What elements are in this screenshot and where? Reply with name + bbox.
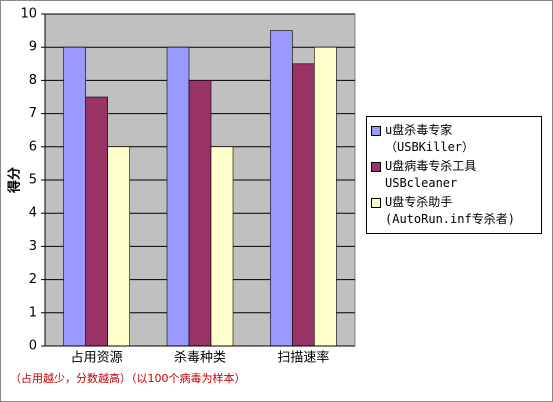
y-tick-label: 7	[29, 106, 37, 121]
legend-swatch	[371, 198, 381, 208]
y-tick-label: 0	[29, 339, 37, 354]
bar	[292, 63, 315, 347]
y-axis-label: 得分	[7, 167, 23, 194]
y-tick-label: 8	[29, 73, 37, 88]
legend-label: U盘专杀助手 (AutoRun.inf专杀者)	[385, 195, 515, 226]
legend-item: U盘病毒专杀工具 USBcleaner	[371, 158, 537, 192]
bar	[210, 146, 234, 347]
legend: u盘杀毒专家 （USBKiller） U盘病毒专杀工具 USBcleaner U盘专…	[366, 116, 542, 234]
y-tick-label: 3	[29, 239, 37, 254]
y-tick-label: 10	[20, 7, 37, 22]
legend-label: U盘病毒专杀工具 USBcleaner	[385, 159, 477, 190]
y-tick-label: 6	[29, 139, 37, 154]
legend-label: u盘杀毒专家 （USBKiller）	[385, 123, 475, 154]
x-tick-label: 杀毒种类	[174, 351, 226, 366]
bar	[270, 30, 293, 347]
bar	[188, 80, 212, 347]
legend-swatch	[371, 162, 381, 172]
bar	[63, 46, 86, 347]
y-tick-label: 5	[29, 173, 37, 188]
y-tick-label: 4	[29, 206, 37, 221]
y-tick-label: 1	[29, 305, 37, 320]
x-tick-label: 占用资源	[71, 351, 123, 366]
annotation: （占用越少，分数越高）（以100个病毒为样本）	[10, 371, 246, 385]
legend-swatch	[371, 126, 381, 136]
legend-item: u盘杀毒专家 （USBKiller）	[371, 122, 537, 156]
y-tick-label: 2	[29, 272, 37, 287]
bar	[107, 146, 130, 347]
bar	[85, 96, 108, 347]
bar	[166, 46, 190, 347]
y-tick-label: 9	[29, 40, 37, 55]
legend-item: U盘专杀助手 (AutoRun.inf专杀者)	[371, 194, 537, 228]
x-tick-label: 扫描速率	[277, 350, 329, 366]
bar	[314, 46, 337, 347]
